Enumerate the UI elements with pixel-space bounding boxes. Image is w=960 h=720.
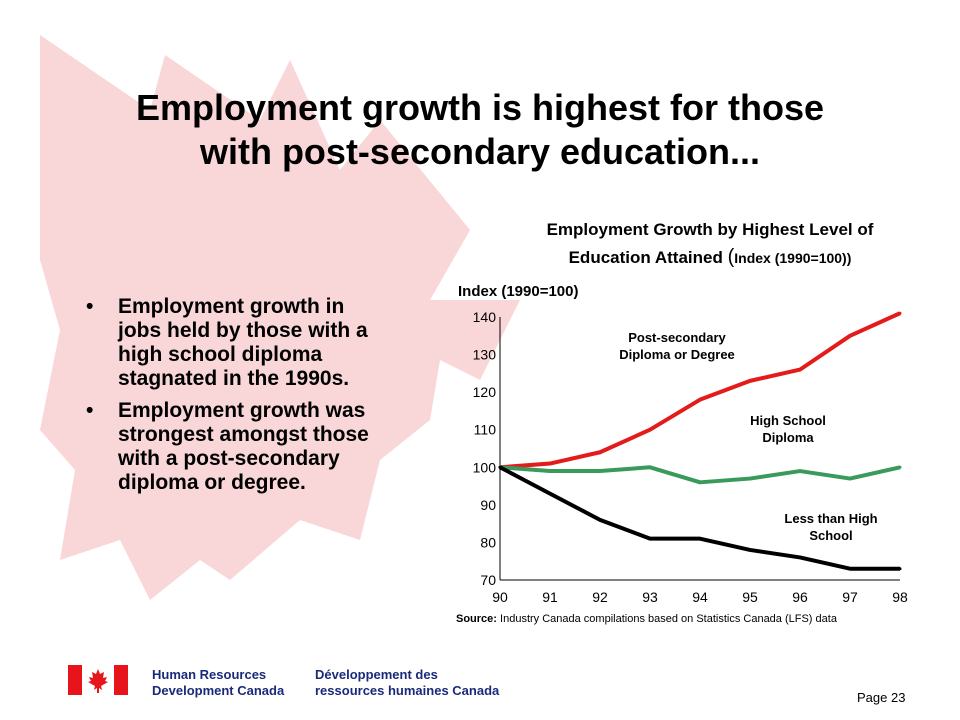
data-point <box>898 567 902 571</box>
series-label: Diploma <box>762 430 814 445</box>
data-point <box>748 548 752 552</box>
data-point <box>598 450 602 454</box>
data-point <box>798 555 802 559</box>
footer-english-name: Human Resources Development Canada <box>152 667 284 699</box>
series-label: Less than High <box>784 511 877 526</box>
x-tick-label: 91 <box>542 589 558 605</box>
bullet-dot: • <box>86 295 94 318</box>
footer-english-line-2: Development Canada <box>152 683 285 698</box>
source-label: Source: <box>456 613 497 625</box>
x-tick-label: 94 <box>692 589 708 605</box>
data-point <box>848 567 852 571</box>
data-point <box>698 537 702 541</box>
chart-title-index: Index (1990=100)) <box>734 250 852 266</box>
data-point <box>648 537 652 541</box>
footer-english-line-1: Human Resources <box>152 667 267 682</box>
data-point <box>598 518 602 522</box>
data-point <box>498 465 502 469</box>
series-line <box>499 465 901 485</box>
slide-title-line-2: with post-secondary education... <box>199 131 761 172</box>
bullet-item: • Employment growth was strongest amongs… <box>86 399 376 495</box>
data-point <box>698 480 702 484</box>
data-point <box>698 398 702 402</box>
footer-french-line-2: ressources humaines Canada <box>315 683 500 698</box>
y-tick-label: 90 <box>480 497 496 513</box>
chart-title-education: Education Attained <box>568 248 723 267</box>
x-tick-label: 95 <box>742 589 758 605</box>
footer-french-line-1: Développement des <box>315 667 438 682</box>
source-text: Industry Canada compilations based on St… <box>500 613 837 625</box>
chart-title-line-2: Education Attained (Index (1990=100)) <box>490 246 930 269</box>
data-point <box>798 469 802 473</box>
data-point <box>748 477 752 481</box>
chart-title-paren: ( <box>727 246 735 268</box>
data-point <box>598 469 602 473</box>
x-tick-label: 90 <box>492 589 508 605</box>
chart-source: Source: Industry Canada compilations bas… <box>456 613 837 625</box>
series-label: Post-secondary <box>628 330 726 345</box>
bullet-text: Employment growth was strongest amongst … <box>118 399 369 494</box>
page-number: Page 23 <box>857 690 906 705</box>
y-tick-label: 70 <box>480 572 496 588</box>
bullet-list: • Employment growth in jobs held by thos… <box>86 295 376 503</box>
bullet-item: • Employment growth in jobs held by thos… <box>86 295 376 391</box>
x-tick-label: 92 <box>592 589 608 605</box>
x-tick-label: 97 <box>842 589 858 605</box>
data-point <box>648 465 652 469</box>
data-point <box>548 492 552 496</box>
bullet-dot: • <box>86 399 94 422</box>
x-tick-label: 96 <box>792 589 808 605</box>
footer-french-name: Développement des ressources humaines Ca… <box>315 667 499 699</box>
data-point <box>848 477 852 481</box>
data-point <box>898 311 902 315</box>
slide-title-line-1: Employment growth is highest for those <box>135 87 825 128</box>
data-point <box>648 428 652 432</box>
data-point <box>898 465 902 469</box>
y-tick-label: 110 <box>474 422 497 438</box>
x-tick-label: 93 <box>642 589 658 605</box>
x-tick-label: 98 <box>892 589 908 605</box>
canada-flag-logo <box>68 665 128 695</box>
data-point <box>548 462 552 466</box>
data-point <box>548 469 552 473</box>
data-point <box>748 379 752 383</box>
y-tick-label: 80 <box>480 534 496 550</box>
series-label: School <box>809 528 852 543</box>
y-tick-label: 140 <box>473 309 497 325</box>
series-label: High School <box>750 413 826 428</box>
y-tick-label: 120 <box>473 384 497 400</box>
employment-growth-chart: Index (1990=100) 70 80 90 100 110 120 130 140 90 9… <box>458 283 908 605</box>
data-point <box>798 368 802 372</box>
y-axis-label: Index (1990=100) <box>458 283 579 300</box>
series-label: Diploma or Degree <box>619 347 735 362</box>
y-tick-label: 130 <box>473 347 497 363</box>
bullet-text: Employment growth in jobs held by those … <box>118 295 368 390</box>
data-point <box>848 334 852 338</box>
chart-title-line-1: Employment Growth by Highest Level of <box>546 220 874 239</box>
y-tick-label: 100 <box>473 459 497 475</box>
